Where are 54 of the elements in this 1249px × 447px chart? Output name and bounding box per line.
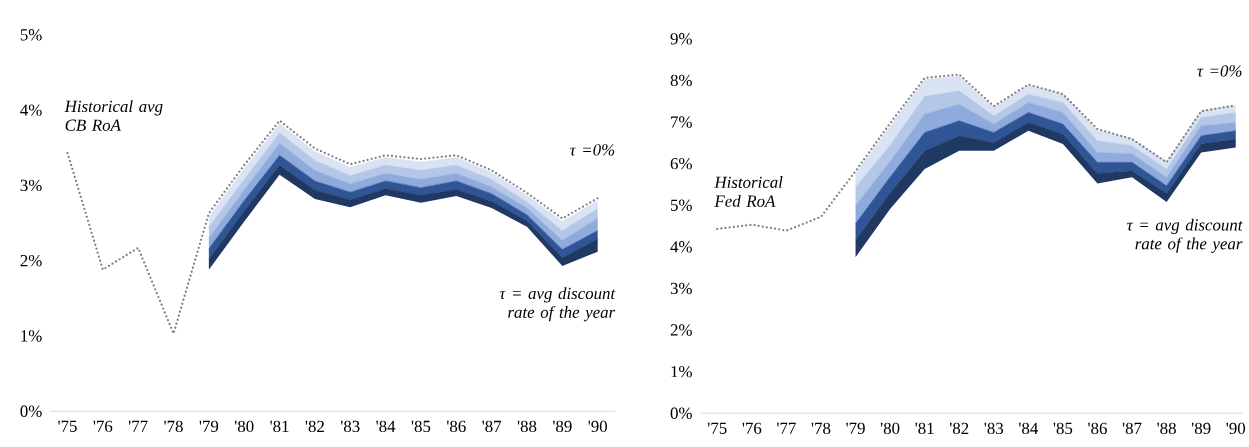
x-tick-label: '83 (984, 422, 1004, 435)
series-label: Historical Fed RoA (714, 176, 783, 207)
x-tick-label: '89 (553, 420, 572, 433)
y-tick-label: 2% (20, 254, 42, 267)
x-tick-label: '90 (588, 420, 607, 433)
x-tick-label: '76 (93, 420, 113, 432)
y-tick-label: 0% (20, 405, 42, 417)
y-tick-label: 1% (21, 330, 42, 342)
x-tick-label: '90 (1226, 422, 1246, 435)
annotation: τ =0% (570, 144, 615, 156)
y-tick-label: 2% (670, 324, 692, 336)
y-tick-label: 3% (670, 282, 692, 295)
x-tick-label: '75 (708, 422, 727, 434)
x-tick-label: '81 (270, 420, 289, 433)
x-tick-label: '84 (1019, 422, 1039, 435)
y-tick-label: 1% (671, 365, 692, 378)
x-tick-label: '78 (811, 422, 831, 435)
y-tick-label: 0% (670, 407, 692, 419)
series-label: Historical avg CB RoA (64, 100, 163, 131)
y-tick-label: 6% (670, 157, 692, 170)
annotation: τ = avg discount rate of the year (1127, 218, 1243, 253)
x-tick-label: '80 (234, 420, 254, 433)
y-tick-label: 4% (670, 241, 692, 253)
x-tick-label: '87 (482, 420, 502, 433)
x-tick-label: '77 (777, 422, 796, 434)
x-tick-label: '86 (447, 420, 466, 433)
y-tick-label: 5% (671, 199, 692, 211)
x-tick-label: '80 (880, 422, 900, 435)
x-tick-label: '75 (58, 420, 77, 432)
y-tick-label: 8% (670, 74, 692, 87)
x-tick-label: '79 (199, 420, 219, 432)
annotation: τ =0% (1197, 65, 1242, 77)
x-tick-label: '85 (411, 420, 431, 433)
x-tick-label: '89 (1191, 422, 1211, 435)
x-tick-label: '88 (1157, 422, 1176, 435)
x-tick-label: '85 (1053, 422, 1073, 435)
x-tick-label: '76 (742, 422, 762, 434)
x-tick-label: '78 (164, 420, 183, 433)
y-tick-label: 5% (20, 29, 42, 41)
x-tick-label: '84 (376, 420, 396, 433)
y-tick-label: 7% (671, 116, 692, 128)
x-tick-label: '82 (305, 420, 324, 433)
x-tick-label: '87 (1122, 422, 1142, 435)
annotation: τ = avg discount rate of the year (499, 287, 616, 322)
y-tick-label: 3% (20, 179, 42, 192)
x-tick-label: '77 (128, 420, 148, 432)
y-tick-label: 4% (20, 104, 42, 116)
x-tick-label: '86 (1088, 422, 1107, 435)
x-tick-label: '79 (846, 422, 865, 434)
x-tick-label: '82 (949, 422, 969, 435)
x-tick-label: '83 (341, 420, 360, 433)
y-tick-label: 9% (670, 33, 692, 45)
x-tick-label: '88 (517, 420, 537, 433)
x-tick-label: '81 (915, 422, 934, 435)
